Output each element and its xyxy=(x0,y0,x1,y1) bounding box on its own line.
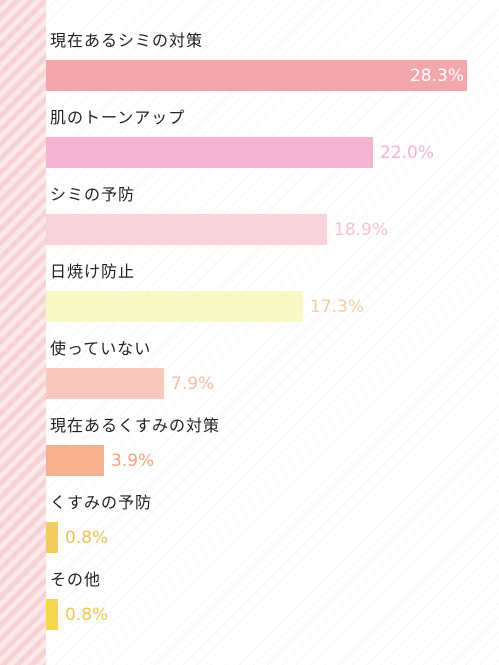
bar xyxy=(46,368,164,399)
value-label: 0.8% xyxy=(65,605,109,625)
bar xyxy=(46,137,373,168)
category-label: 現在あるシミの対策 xyxy=(50,31,204,50)
bar xyxy=(46,445,104,476)
bar xyxy=(46,599,58,630)
left-stripe-decoration xyxy=(0,0,46,665)
value-label: 0.8% xyxy=(65,528,109,548)
category-label: 日焼け防止 xyxy=(50,262,136,281)
value-label: 7.9% xyxy=(171,374,215,394)
bar xyxy=(46,291,303,322)
category-label: くすみの予防 xyxy=(50,493,153,512)
category-label: その他 xyxy=(50,570,102,589)
bar xyxy=(46,60,467,91)
value-label: 17.3% xyxy=(310,297,365,317)
value-label: 22.0% xyxy=(380,143,435,163)
category-label: 肌のトーンアップ xyxy=(50,108,186,127)
category-label: 使っていない xyxy=(50,339,152,358)
value-label: 28.3% xyxy=(409,66,464,86)
category-label: 現在あるくすみの対策 xyxy=(50,416,221,435)
value-label: 3.9% xyxy=(111,451,155,471)
value-label: 18.9% xyxy=(334,220,389,240)
bar xyxy=(46,522,58,553)
bar xyxy=(46,214,327,245)
category-label: シミの予防 xyxy=(50,185,136,204)
